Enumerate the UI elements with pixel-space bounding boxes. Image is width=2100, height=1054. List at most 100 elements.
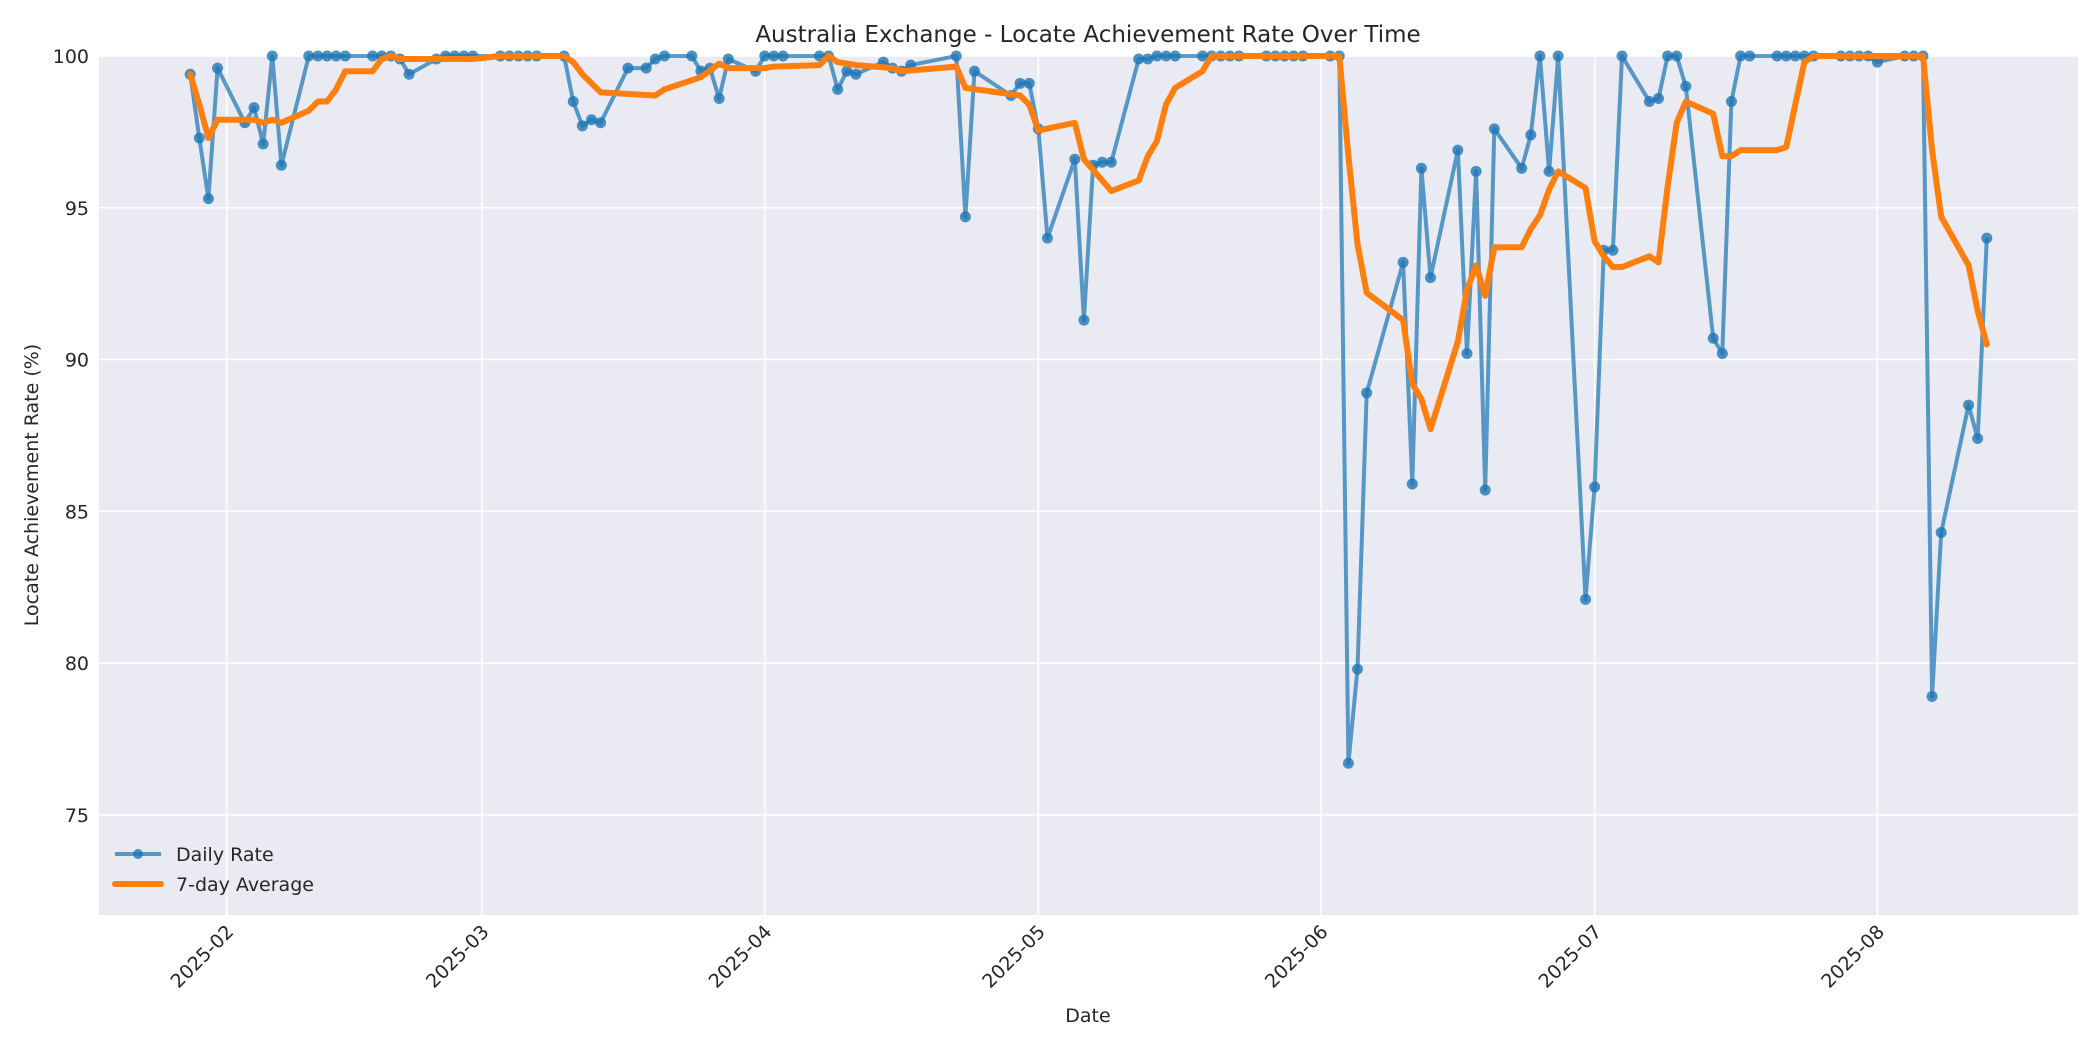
seven-day-average-line <box>187 53 1990 433</box>
daily-rate-point <box>1361 387 1373 399</box>
daily-rate-point <box>1534 50 1546 62</box>
daily-rate-point <box>1680 80 1692 92</box>
daily-rate-point <box>202 193 214 205</box>
y-tick-label: 85 <box>65 501 89 523</box>
daily-rate-point <box>1607 244 1619 256</box>
daily-rate-point <box>266 50 278 62</box>
daily-rate-point <box>1771 50 1783 62</box>
daily-rate-point <box>832 83 844 95</box>
daily-rate-point <box>622 62 634 74</box>
daily-rate-point <box>658 50 670 62</box>
daily-rate-point <box>1151 50 1163 62</box>
daily-rate-point <box>1935 527 1947 539</box>
daily-rate-point <box>321 50 333 62</box>
daily-rate-point <box>1415 162 1427 174</box>
daily-rate-point <box>585 114 597 126</box>
daily-rate-point <box>567 96 579 108</box>
y-axis-ticks: 75 80 85 90 95 100 <box>53 46 89 827</box>
daily-rate-point <box>1424 272 1436 284</box>
daily-rate-point <box>1643 96 1655 108</box>
daily-rate-point <box>1452 144 1464 156</box>
daily-rate-point <box>950 50 962 62</box>
daily-rate-point <box>759 50 771 62</box>
daily-rate-point <box>1963 399 1975 411</box>
daily-rate-point <box>1616 50 1628 62</box>
daily-rate-point <box>1725 96 1737 108</box>
daily-rate-point <box>339 50 351 62</box>
daily-rate-point <box>595 117 607 129</box>
daily-rate-point <box>1196 50 1208 62</box>
daily-rate-point <box>1069 153 1081 165</box>
legend: Daily Rate 7-day Average <box>112 844 314 896</box>
x-tick-label: 2025-05 <box>978 921 1050 993</box>
legend-label-daily-rate: Daily Rate <box>176 844 274 866</box>
daily-rate-point <box>1470 165 1482 177</box>
daily-rate-point <box>969 65 981 77</box>
daily-rate-point <box>1479 484 1491 496</box>
daily-rate-point <box>1461 347 1473 359</box>
daily-rate-point <box>1789 50 1801 62</box>
daily-rate-point <box>1397 256 1409 268</box>
daily-rate-point <box>1972 432 1984 444</box>
legend-item-seven-day-average: 7-day Average <box>112 874 314 896</box>
daily-rate-point <box>1735 50 1747 62</box>
legend-label-seven-day-average: 7-day Average <box>176 874 314 896</box>
daily-rate-point <box>640 62 652 74</box>
daily-rate-point <box>850 68 862 80</box>
x-tick-label: 2025-06 <box>1261 921 1333 993</box>
daily-rate-point <box>1871 56 1883 68</box>
daily-rate-point <box>841 65 853 77</box>
daily-rate-point <box>1926 690 1938 702</box>
daily-rate-point <box>212 62 224 74</box>
daily-rate-point <box>1662 50 1674 62</box>
daily-rate-point <box>403 68 415 80</box>
daily-rate-point <box>330 50 342 62</box>
x-tick-label: 2025-03 <box>422 921 494 993</box>
daily-rate-point <box>367 50 379 62</box>
x-tick-label: 2025-07 <box>1534 921 1606 993</box>
daily-rate-point <box>576 120 588 132</box>
daily-rate-point <box>312 50 324 62</box>
plot-area <box>99 56 2078 915</box>
daily-rate-point <box>722 53 734 65</box>
daily-rate-point <box>768 50 780 62</box>
daily-rate-point <box>1169 50 1181 62</box>
daily-rate-point <box>1352 663 1364 675</box>
daily-rate-point <box>193 132 205 144</box>
daily-rate-point <box>1707 332 1719 344</box>
x-axis-label: Date <box>1065 1005 1110 1027</box>
daily-rate-point <box>303 50 315 62</box>
y-axis-label: Locate Achievement Rate (%) <box>21 344 43 626</box>
x-tick-label: 2025-08 <box>1817 921 1889 993</box>
daily-rate-point <box>1142 53 1154 65</box>
daily-rate-point <box>1105 156 1117 168</box>
y-tick-label: 80 <box>65 653 89 675</box>
daily-rate-point <box>1525 129 1537 141</box>
daily-rate-point <box>248 102 260 114</box>
daily-rate-point <box>1160 50 1172 62</box>
daily-rate-point <box>1516 162 1528 174</box>
daily-rate-point <box>257 138 269 150</box>
x-tick-label: 2025-02 <box>167 921 239 993</box>
daily-rate-point <box>1023 77 1035 89</box>
legend-item-daily-rate: Daily Rate <box>115 844 274 866</box>
y-tick-label: 100 <box>53 46 89 68</box>
daily-rate-point <box>1488 123 1500 135</box>
daily-rate-point <box>777 50 789 62</box>
daily-rate-point <box>1716 347 1728 359</box>
y-tick-label: 90 <box>65 350 89 372</box>
daily-rate-point <box>1133 53 1145 65</box>
daily-rate-point <box>686 50 698 62</box>
daily-rate-point <box>1014 77 1026 89</box>
daily-rate-point <box>1589 481 1601 493</box>
daily-rate-point <box>1342 757 1354 769</box>
daily-rate-point <box>1406 478 1418 490</box>
daily-rate-point <box>649 53 661 65</box>
daily-rate-point <box>1981 232 1993 244</box>
y-tick-label: 75 <box>65 805 89 827</box>
y-tick-label: 95 <box>65 198 89 220</box>
daily-rate-point <box>1580 593 1592 605</box>
daily-rate-point <box>1552 50 1564 62</box>
